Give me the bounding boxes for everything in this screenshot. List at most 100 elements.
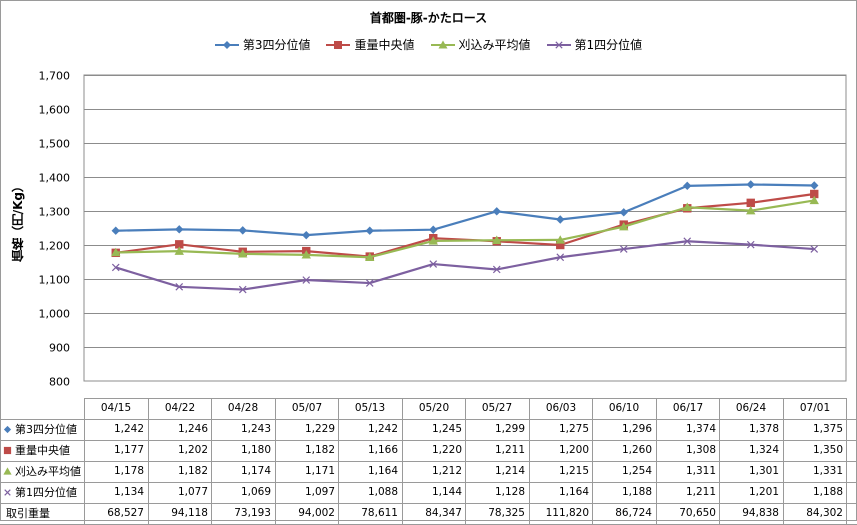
series-point-3: [746, 205, 756, 215]
row-label: 取引重量: [6, 507, 50, 520]
legend-swatch: [214, 40, 239, 49]
row-marker-shape: [3, 425, 12, 434]
table-cell: 1,144: [431, 486, 462, 498]
series-point-3: [238, 249, 248, 258]
table-cell: 1,171: [304, 465, 335, 477]
table-vline: [465, 398, 466, 524]
x-tick-label: 05/27: [481, 402, 513, 414]
series-point-1: [556, 215, 565, 224]
series-point-1: [429, 225, 438, 234]
row-label: 重量中央値: [3, 440, 70, 461]
series-point-3: [301, 250, 311, 259]
table-row: 第3四分位値 1,242 1,246 1,243 1,229 1,242 1,245 1,29…: [0, 419, 857, 440]
table-vline: [846, 398, 847, 524]
series-point-4: [619, 245, 628, 253]
table-cell: 86,724: [615, 507, 652, 519]
table-header-row: 04/15 04/22 04/28 05/07 05/13 05/20 05/27 06/03…: [0, 398, 857, 419]
legend-item-3: 刈込み平均値: [430, 36, 531, 53]
table-cell: 1,350: [812, 444, 843, 456]
table-cell: 1,374: [685, 423, 716, 435]
legend-label: 重量中央値: [354, 38, 415, 52]
series-point-4: [556, 253, 565, 262]
series-point-3: [365, 252, 375, 261]
table-cell: 1,220: [431, 444, 462, 456]
legend: 第3四分位値 重量中央値 刈込み平均値 第1四分位値: [0, 36, 857, 53]
row-marker-shape: [4, 489, 11, 496]
table-cell: 84,347: [425, 507, 462, 519]
x-tick-label: 07/01: [799, 402, 831, 414]
y-tick-label: 1,200: [39, 240, 71, 253]
x-tick-label: 06/24: [735, 402, 767, 414]
x-tick-label: 04/15: [100, 402, 132, 414]
y-tick-label: 1,000: [39, 308, 71, 321]
series-point-4: [302, 276, 311, 284]
table-cell: 78,325: [488, 507, 525, 519]
series-point-1: [365, 226, 374, 235]
x-tick-label: 05/07: [291, 402, 323, 414]
table-cell: 1,177: [113, 444, 144, 456]
series-point-1: [810, 181, 819, 190]
x-tick-label: 06/17: [672, 402, 704, 414]
series-point-2: [810, 189, 819, 199]
series-point-1: [746, 180, 755, 189]
table-cell: 1,229: [304, 423, 335, 435]
table-hline: [0, 440, 857, 441]
table-cell: 1,211: [685, 486, 716, 498]
table-cell: 1,182: [177, 465, 208, 477]
table-vline: [719, 398, 720, 524]
series-point-3: [174, 246, 184, 255]
series-point-2: [746, 198, 755, 208]
table-vline: [592, 398, 593, 524]
table-cell: 1,128: [494, 486, 525, 498]
table-cell: 94,002: [298, 507, 335, 519]
table-cell: 94,838: [742, 507, 779, 519]
series-point-1: [111, 226, 120, 235]
table-cell: 1,069: [240, 486, 271, 498]
table-row: 第1四分位値 1,134 1,077 1,069 1,097 1,088 1,144 1,12…: [0, 482, 857, 503]
table-cell: 1,311: [685, 465, 716, 477]
y-tick-label: 1,700: [39, 70, 71, 83]
series-point-3: [492, 235, 502, 244]
table-cell: 1,275: [558, 423, 589, 435]
table-cell: 1,260: [621, 444, 652, 456]
row-marker-shape: [3, 446, 12, 455]
table-cell: 1,174: [240, 465, 271, 477]
series-point-3: [682, 202, 692, 211]
table-vline: [84, 398, 85, 524]
legend-swatch: [546, 40, 571, 49]
series-point-4: [429, 260, 438, 268]
y-tick-label: 900: [49, 342, 70, 355]
table-cell: 1,202: [177, 444, 208, 456]
series-point-4: [492, 265, 501, 274]
table-hline: [0, 461, 857, 462]
series-point-1: [302, 230, 311, 240]
series-line-3: [115, 199, 815, 259]
row-marker: [3, 446, 12, 455]
y-tick-label: 1,500: [39, 138, 71, 151]
table-vline: [656, 398, 657, 524]
table-cell: 1,214: [494, 465, 525, 477]
series-point-3: [428, 236, 438, 245]
series-point-3: [809, 195, 819, 205]
table-cell: 1,299: [494, 423, 525, 435]
series-point-4: [238, 285, 247, 294]
table-cell: 1,178: [113, 465, 144, 477]
table-cell: 1,296: [621, 423, 652, 435]
series-point-2: [175, 240, 184, 249]
table-cell: 1,201: [748, 486, 779, 498]
table-cell: 70,650: [679, 507, 716, 519]
table-cell: 1,331: [812, 465, 843, 477]
table-hline: [0, 482, 857, 483]
table-hline: [0, 503, 857, 504]
legend-item-1: 第3四分位値: [214, 36, 310, 53]
table-cell: 1,215: [558, 465, 589, 477]
table-cell: 111,820: [545, 507, 589, 519]
series-point-1: [683, 181, 692, 191]
table-cell: 1,164: [367, 465, 398, 477]
plot-area: [83, 74, 847, 382]
table-vline: [783, 398, 784, 524]
series-point-4: [365, 279, 374, 287]
table-cell: 68,527: [107, 507, 144, 519]
y-tick-label: 800: [49, 376, 70, 389]
table-hline: [0, 419, 857, 420]
